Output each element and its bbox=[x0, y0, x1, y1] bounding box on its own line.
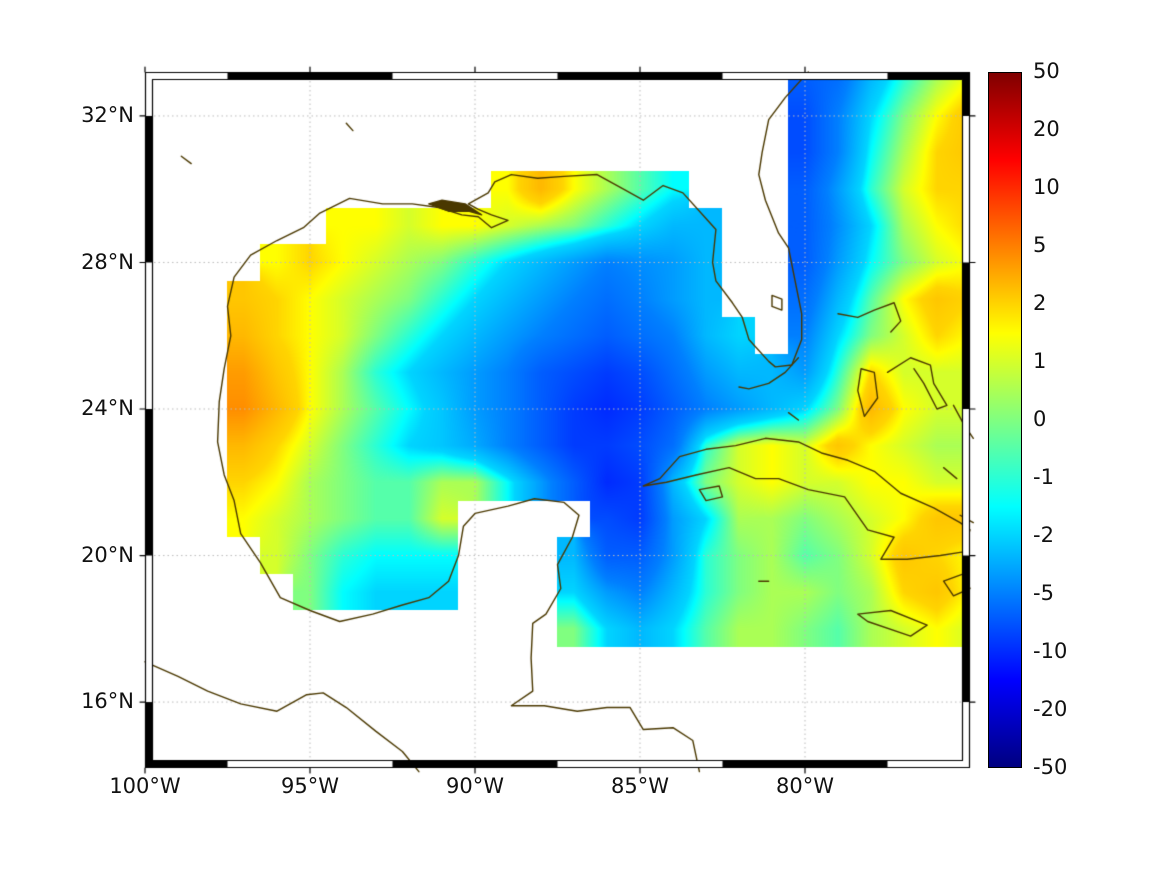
y-tick-label-16n: 16°N bbox=[81, 689, 134, 713]
colorbar-tick-label: -2 bbox=[1033, 523, 1054, 547]
colorbar-tick-label: 0 bbox=[1033, 407, 1047, 431]
colorbar-tick-label: -10 bbox=[1033, 639, 1068, 663]
x-tick-label-90w: 90°W bbox=[446, 774, 504, 798]
colorbar-tick-label: -1 bbox=[1033, 465, 1054, 489]
colorbar-tick-label: 50 bbox=[1033, 59, 1060, 83]
colorbar-tick-label: -50 bbox=[1033, 755, 1068, 779]
y-tick-label-28n: 28°N bbox=[81, 250, 134, 274]
y-tick-label-20n: 20°N bbox=[81, 543, 134, 567]
x-tick-label-100w: 100°W bbox=[109, 774, 181, 798]
x-tick-label-95w: 95°W bbox=[281, 774, 339, 798]
y-tick-label-32n: 32°N bbox=[81, 103, 134, 127]
colorbar-tick-label: -20 bbox=[1033, 697, 1068, 721]
colorbar-tick-label: 5 bbox=[1033, 233, 1047, 257]
colorbar-tick-label: 10 bbox=[1033, 175, 1060, 199]
map-canvas bbox=[136, 63, 979, 777]
x-tick-label-80w: 80°W bbox=[776, 774, 834, 798]
x-tick-label-85w: 85°W bbox=[611, 774, 669, 798]
y-tick-label-24n: 24°N bbox=[81, 396, 134, 420]
colorbar-tick-label: 1 bbox=[1033, 349, 1047, 373]
colorbar-gradient bbox=[988, 72, 1022, 768]
colorbar-tick-label: -5 bbox=[1033, 581, 1054, 605]
colorbar-tick-label: 20 bbox=[1033, 117, 1060, 141]
colorbar-tick-label: 2 bbox=[1033, 291, 1047, 315]
